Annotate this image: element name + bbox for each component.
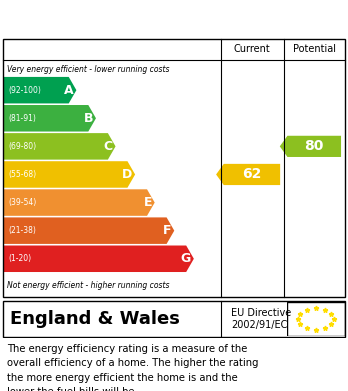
Text: (21-38): (21-38) [9, 226, 37, 235]
Polygon shape [3, 246, 194, 272]
Text: 80: 80 [304, 139, 324, 153]
Text: (39-54): (39-54) [9, 198, 37, 207]
Text: Potential: Potential [293, 44, 335, 54]
Polygon shape [3, 161, 135, 188]
Text: D: D [122, 168, 132, 181]
Text: F: F [163, 224, 172, 237]
Text: (69-80): (69-80) [9, 142, 37, 151]
Text: (81-91): (81-91) [9, 114, 37, 123]
Polygon shape [3, 105, 96, 131]
Text: A: A [64, 84, 74, 97]
Text: England & Wales: England & Wales [10, 310, 180, 328]
Text: B: B [84, 112, 93, 125]
Text: (55-68): (55-68) [9, 170, 37, 179]
Polygon shape [216, 164, 280, 185]
Polygon shape [3, 217, 174, 244]
Text: Very energy efficient - lower running costs: Very energy efficient - lower running co… [7, 65, 169, 74]
Polygon shape [280, 136, 341, 157]
Text: Current: Current [234, 44, 271, 54]
Polygon shape [3, 77, 76, 104]
Text: Not energy efficient - higher running costs: Not energy efficient - higher running co… [7, 281, 169, 290]
Text: The energy efficiency rating is a measure of the
overall efficiency of a home. T: The energy efficiency rating is a measur… [7, 344, 259, 391]
Text: 2002/91/EC: 2002/91/EC [231, 320, 288, 330]
Text: 62: 62 [242, 167, 262, 181]
Text: Energy Efficiency Rating: Energy Efficiency Rating [10, 9, 239, 27]
Polygon shape [3, 133, 116, 160]
Text: EU Directive: EU Directive [231, 308, 292, 318]
Text: C: C [104, 140, 113, 153]
Text: (92-100): (92-100) [9, 86, 41, 95]
Polygon shape [3, 189, 155, 216]
Text: E: E [143, 196, 152, 209]
Text: (1-20): (1-20) [9, 254, 32, 263]
Text: G: G [181, 252, 191, 265]
